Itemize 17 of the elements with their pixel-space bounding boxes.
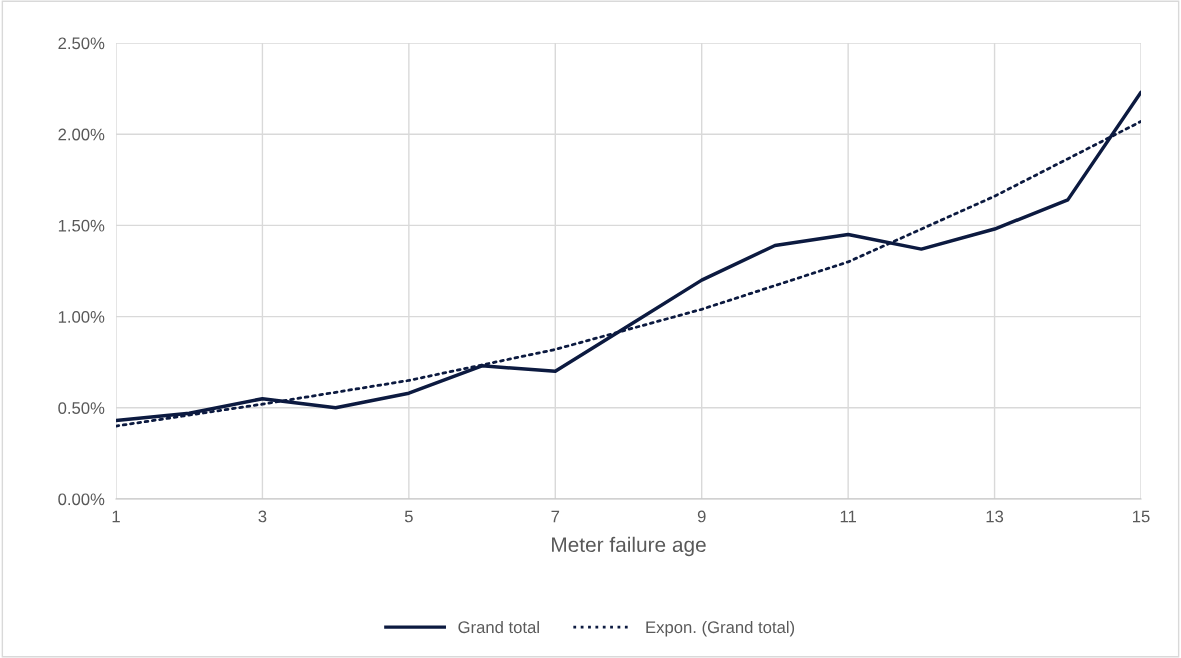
x-tick-label: 13 bbox=[986, 510, 1004, 523]
x-tick-label: 5 bbox=[404, 510, 413, 523]
y-tick-label: 0.50% bbox=[58, 402, 105, 414]
legend-label: Expon. (Grand total) bbox=[646, 620, 795, 637]
y-tick-label: 1.50% bbox=[58, 219, 105, 232]
y-tick-label: 2.50% bbox=[58, 37, 105, 50]
x-tick-label: 15 bbox=[1133, 510, 1150, 523]
x-tick-label: 3 bbox=[258, 510, 267, 523]
legend-label: Grand total bbox=[458, 620, 539, 634]
y-tick-label: 1.00% bbox=[58, 311, 105, 323]
x-tick-label: 9 bbox=[697, 510, 706, 523]
y-tick-label: 0.00% bbox=[58, 493, 105, 506]
x-axis-title: Meter failure age bbox=[552, 536, 706, 557]
x-tick-label: 7 bbox=[551, 510, 560, 523]
y-tick-label: 2.00% bbox=[58, 128, 105, 141]
x-tick-label: 1 bbox=[112, 510, 120, 523]
x-tick-label: 11 bbox=[840, 510, 856, 523]
